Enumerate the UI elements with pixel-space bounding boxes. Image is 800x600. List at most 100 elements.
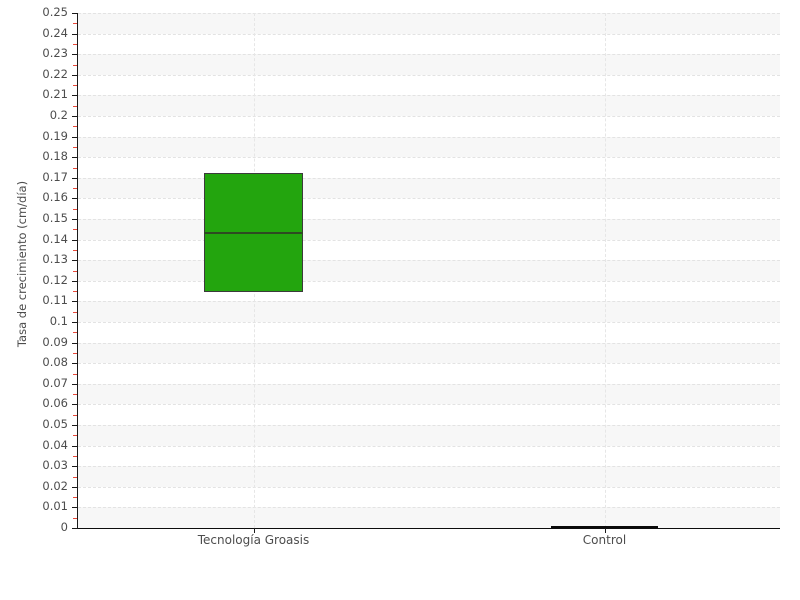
gridline-horizontal [78,116,780,117]
y-tick-label: 0.1 [49,314,68,328]
y-minor-tick-mark [73,188,77,190]
y-minor-tick-mark [73,167,77,169]
gridline-horizontal [78,342,780,344]
gridline-horizontal [78,54,780,56]
y-tick-label: 0.04 [42,437,68,452]
y-tick-label: 0.08 [42,355,68,370]
y-tick-mark [72,425,78,426]
gridline-horizontal [78,486,780,488]
y-tick-label: 0.11 [42,293,68,308]
background-band [78,260,780,281]
y-tick-mark [72,466,78,468]
y-tick-mark [72,280,78,282]
y-minor-tick-mark [73,435,77,437]
x-axis-line [78,528,780,529]
y-tick-mark [72,301,78,303]
y-tick-label: 0.06 [42,396,68,411]
y-minor-tick-mark [73,352,77,354]
y-axis-title: Tasa de crecimiento (cm/día) [0,0,44,528]
background-band [78,136,780,158]
gridline-horizontal [78,177,780,179]
gridline-horizontal [78,157,780,159]
y-tick-label: 0.17 [42,169,68,184]
y-tick-mark [72,445,78,447]
background-band [78,507,780,528]
y-tick-label: 0.16 [42,190,68,205]
y-tick-label: 0.25 [42,5,68,19]
y-minor-tick-mark [73,373,77,375]
y-tick-mark [72,95,78,97]
gridline-horizontal [78,507,780,509]
y-tick-mark [72,157,78,159]
y-tick-mark [72,13,78,14]
y-tick-label: 0.24 [42,25,68,40]
y-minor-tick-mark [73,43,77,45]
y-tick-mark [72,198,78,200]
y-tick-label: 0.2 [49,108,68,122]
background-band [78,177,780,199]
y-minor-tick-mark [73,517,77,519]
background-band [78,466,780,487]
gridline-horizontal [78,425,780,426]
y-minor-tick-mark [73,229,77,231]
gridline-horizontal [78,260,780,262]
background-band [78,383,780,405]
plot-area [78,13,780,528]
x-tick-label: Control [582,533,627,547]
gridline-horizontal [78,445,780,447]
gridline-horizontal [78,301,780,303]
y-tick-mark [72,54,78,56]
y-minor-tick-mark [73,146,77,148]
y-tick-mark [72,136,78,138]
y-minor-tick-mark [73,394,77,396]
y-tick-mark [72,383,78,385]
y-minor-tick-mark [73,455,77,457]
x-tick-label: Tecnología Groasis [197,533,310,547]
y-tick-mark [72,528,78,529]
y-minor-tick-mark [73,270,77,272]
y-axis-line [77,13,78,529]
y-tick-label: 0.05 [42,417,68,431]
y-tick-label: 0.23 [42,46,68,61]
background-band [78,13,780,34]
gridline-horizontal [78,33,780,35]
gridline-horizontal [78,136,780,138]
y-minor-tick-mark [73,332,77,334]
background-band [78,219,780,240]
y-tick-mark [72,239,78,241]
boxplot-median-line [204,232,303,235]
y-minor-tick-mark [73,64,77,66]
y-tick-mark [72,363,78,365]
y-tick-mark [72,116,78,117]
y-tick-label: 0.01 [42,499,68,514]
y-tick-label: 0.21 [42,87,68,102]
gridline-horizontal [78,74,780,76]
y-axis-title-text: Tasa de crecimiento (cm/día) [15,180,30,348]
y-tick-mark [72,486,78,488]
y-tick-mark [72,74,78,76]
y-tick-label: 0.22 [42,66,68,81]
gridline-horizontal [78,363,780,365]
boxplot-box [551,526,658,528]
gridline-horizontal [78,383,780,385]
y-minor-tick-mark [73,208,77,210]
y-minor-tick-mark [73,105,77,107]
y-tick-label: 0.12 [42,272,68,287]
y-tick-label: 0.18 [42,149,68,164]
gridline-horizontal [78,404,780,406]
gridline-horizontal [78,466,780,468]
y-tick-mark [72,33,78,35]
y-minor-tick-mark [73,126,77,128]
y-tick-mark [72,219,78,220]
y-tick-label: 0.15 [42,211,68,225]
y-tick-label: 0.03 [42,458,68,473]
y-tick-mark [72,342,78,344]
background-band [78,301,780,322]
background-band [78,342,780,364]
y-tick-label: 0.09 [42,334,68,349]
gridline-horizontal [78,239,780,241]
gridline-horizontal [78,13,780,14]
y-tick-mark [72,177,78,179]
y-minor-tick-mark [73,414,77,416]
